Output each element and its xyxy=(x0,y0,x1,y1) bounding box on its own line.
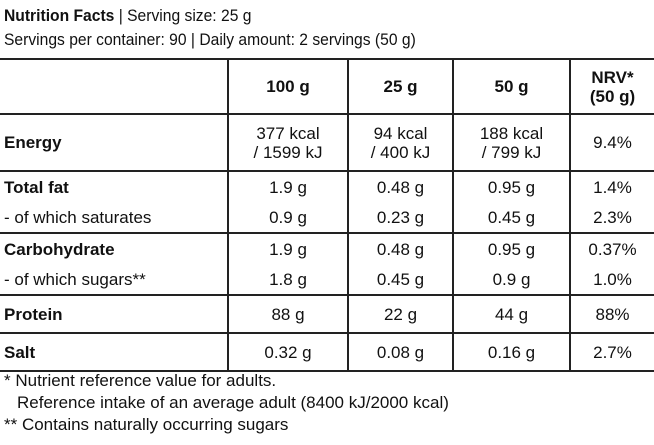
value-cell: 88% xyxy=(569,294,654,334)
serving: | Serving size: 25 g xyxy=(118,6,252,25)
row-label: Carbohydrate xyxy=(0,232,229,264)
cell-line: 0.23 g xyxy=(376,207,425,227)
cell-line: 94 kcal xyxy=(373,123,428,143)
cell-line: 0.45 g xyxy=(487,207,536,227)
value-cell: 0.95 g xyxy=(452,232,571,264)
value-cell: 22 g xyxy=(347,294,454,334)
footnote: ** Contains naturally occurring sugars xyxy=(4,415,289,434)
corner xyxy=(0,58,229,115)
value-cell: 1.9 g xyxy=(227,232,349,264)
column-header: 25 g xyxy=(347,58,454,115)
footnote: Reference intake of an average adult (84… xyxy=(17,393,449,412)
cell-line: 0.08 g xyxy=(376,342,425,362)
cell-line: 100 g xyxy=(266,77,310,96)
cell-line: 0.9 g xyxy=(492,269,531,289)
footnote: * Nutrient reference value for adults. xyxy=(4,371,277,390)
row-label: Total fat xyxy=(0,170,229,202)
cell-line: 188 kcal xyxy=(479,123,544,143)
cell-line: 2.3% xyxy=(593,207,632,227)
value-cell: 0.16 g xyxy=(452,332,571,372)
cell-line: 0.45 g xyxy=(376,269,425,289)
table-head: 100 g 25 g 50 g NRV* (50 g) xyxy=(0,58,654,115)
cell-line: 1.9 g xyxy=(269,239,307,259)
header-row: 100 g 25 g 50 g NRV* (50 g) xyxy=(0,58,654,115)
cell-line: 1.0% xyxy=(593,269,632,289)
cell-line: 0.16 g xyxy=(487,342,536,362)
cell-line: 0.9 g xyxy=(269,207,307,227)
cell-line: 25 g xyxy=(383,77,418,96)
value-cell: 0.45 g xyxy=(452,202,571,233)
cell-line: NRV* xyxy=(591,67,634,87)
row: Total fat 1.9 g 0.48 g 0.95 g 1.4% xyxy=(0,170,654,202)
cell-line: 0.95 g xyxy=(487,239,536,259)
value-cell: 2.7% xyxy=(569,332,654,372)
row: Salt 0.32 g 0.08 g 0.16 g 2.7% xyxy=(0,332,654,372)
row: Protein 88 g 22 g 44 g 88% xyxy=(0,294,654,334)
row-label: Protein xyxy=(0,294,229,334)
value-cell: 1.9 g xyxy=(227,170,349,202)
cell-line: 1.4% xyxy=(593,177,632,197)
cell-line: 0.95 g xyxy=(487,177,536,197)
cell-line: 88 g xyxy=(271,304,305,324)
row: Energy 377 kcal/ 1599 kJ 94 kcal/ 400 kJ 18… xyxy=(0,113,654,172)
cell-line: 0.37% xyxy=(588,239,637,259)
row: Carbohydrate 1.9 g 0.48 g 0.95 g 0.37% xyxy=(0,232,654,264)
value-cell: 0.45 g xyxy=(347,264,454,295)
cell-line: 0.48 g xyxy=(376,177,425,197)
value-cell: 1.0% xyxy=(569,264,654,295)
cell-line: 50 g xyxy=(494,77,529,96)
value-cell: 88 g xyxy=(227,294,349,334)
cell-line: 0.32 g xyxy=(264,342,312,362)
row-label: Energy xyxy=(0,113,229,172)
value-cell: 0.32 g xyxy=(227,332,349,372)
row: - of which saturates 0.9 g 0.23 g 0.45 g 2.3… xyxy=(0,202,654,233)
table-body: Energy 377 kcal/ 1599 kJ 94 kcal/ 400 kJ 18… xyxy=(0,113,654,372)
value-cell: 0.9 g xyxy=(227,202,349,233)
value-cell: 1.8 g xyxy=(227,264,349,295)
cell-line: 1.8 g xyxy=(269,269,307,289)
title: Nutrition Facts xyxy=(4,6,115,25)
value-cell: 94 kcal/ 400 kJ xyxy=(347,113,454,172)
value-cell: 0.48 g xyxy=(347,170,454,202)
value-cell: 0.95 g xyxy=(452,170,571,202)
cell-line: 2.7% xyxy=(593,342,632,362)
value-cell: 1.4% xyxy=(569,170,654,202)
column-header: 100 g xyxy=(227,58,349,115)
value-cell: 377 kcal/ 1599 kJ xyxy=(227,113,349,172)
cell-line: 44 g xyxy=(494,304,529,324)
cell-line: 88% xyxy=(595,304,630,324)
cell-line: 22 g xyxy=(383,304,418,324)
row: - of which sugars** 1.8 g 0.45 g 0.9 g 1.0% xyxy=(0,264,654,295)
header-line: Nutrition Facts | Serving size: 25 g xyxy=(4,6,602,26)
cell-line: (50 g) xyxy=(589,86,636,106)
cell-line: / 1599 kJ xyxy=(253,142,323,162)
cell-line: 377 kcal xyxy=(256,123,320,143)
row-label: - of which saturates xyxy=(0,202,229,233)
column-header: NRV* (50 g) xyxy=(569,58,654,115)
value-cell: 9.4% xyxy=(569,113,654,172)
cell-line: / 400 kJ xyxy=(370,142,431,162)
column-header: 50 g xyxy=(452,58,571,115)
footnotes: * Nutrient reference value for adults. Re… xyxy=(4,370,449,436)
value-cell: 188 kcal/ 799 kJ xyxy=(452,113,571,172)
value-cell: 0.48 g xyxy=(347,232,454,264)
value-cell: 44 g xyxy=(452,294,571,334)
cell-line: 1.9 g xyxy=(269,177,307,197)
cell-line: 9.4% xyxy=(593,133,632,152)
cell-line: 0.48 g xyxy=(376,239,425,259)
nutrition-table: 100 g 25 g 50 g NRV* (50 g) Energy 377 kcal/ 1… xyxy=(0,58,654,372)
value-cell: 0.9 g xyxy=(452,264,571,295)
value-cell: 0.08 g xyxy=(347,332,454,372)
value-cell: 0.23 g xyxy=(347,202,454,233)
value-cell: 2.3% xyxy=(569,202,654,233)
cell-line: / 799 kJ xyxy=(481,142,542,162)
value-cell: 0.37% xyxy=(569,232,654,264)
header-line: Servings per container: 90 | Daily amoun… xyxy=(4,30,416,49)
row-label: - of which sugars** xyxy=(0,264,229,295)
row-label: Salt xyxy=(0,332,229,372)
